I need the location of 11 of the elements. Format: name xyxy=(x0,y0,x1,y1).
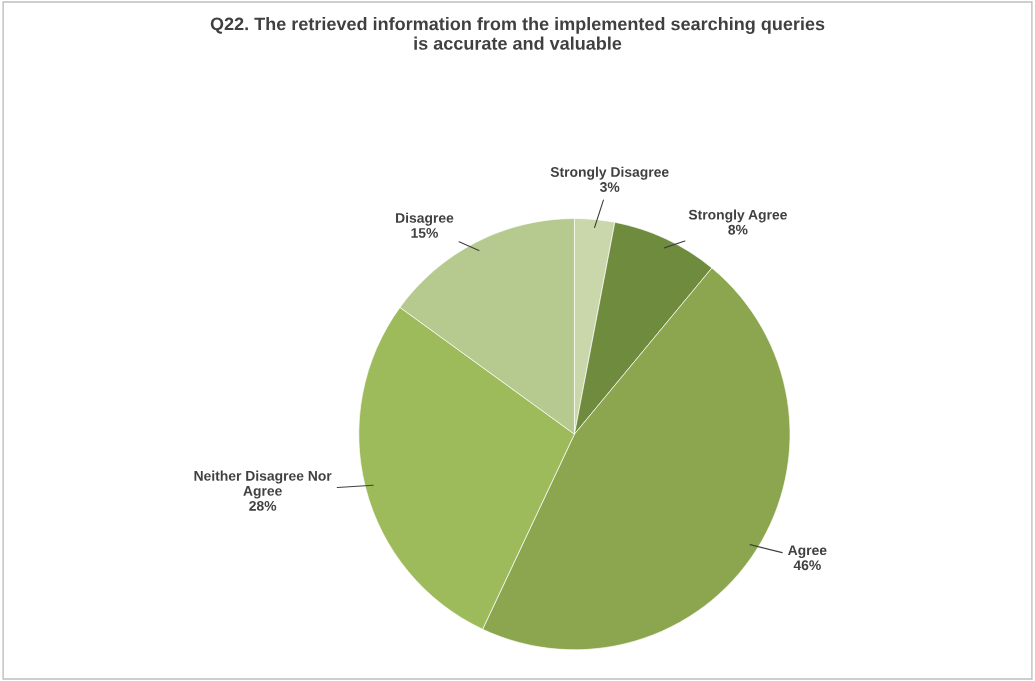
slice-label: Strongly Disagree xyxy=(550,166,669,180)
slice-label: Strongly Agree xyxy=(688,209,787,223)
slice-label: Neither Disagree Nor Agree xyxy=(194,470,332,499)
slice-label: Disagree xyxy=(396,212,454,226)
data-label: 3% xyxy=(599,182,620,192)
data-label: 46% xyxy=(793,560,821,571)
data-label: 8% xyxy=(728,224,748,235)
data-label: 28% xyxy=(249,500,277,511)
chart-title: Q22. The retrieved information from the implemented searching queries is accurate and valuable xyxy=(210,17,825,50)
data-label: 15% xyxy=(411,228,438,238)
slice-label: Agree xyxy=(788,545,827,558)
